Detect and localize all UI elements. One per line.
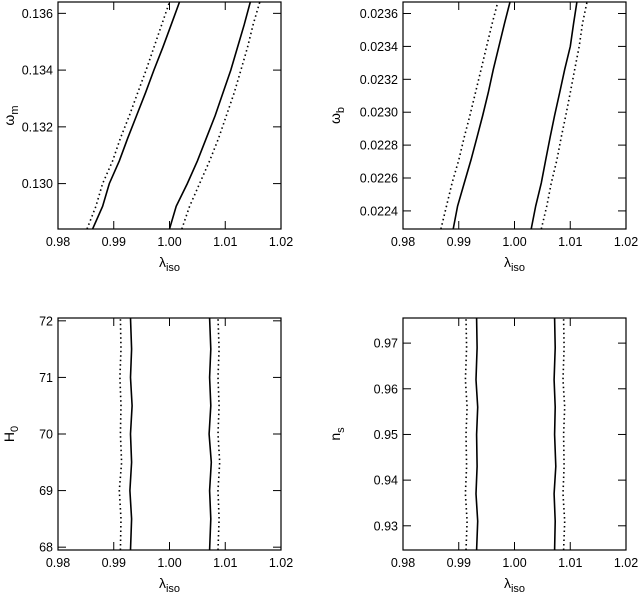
y-axis-label-base: n <box>327 433 343 441</box>
contour-solid <box>553 318 557 550</box>
y-tick-label: 0.93 <box>374 519 398 533</box>
x-axis-label-sub: iso <box>511 262 525 274</box>
y-axis-label-base: ω <box>327 113 343 124</box>
x-axis-label-sub: iso <box>511 583 525 595</box>
x-tick-label: 1.00 <box>157 556 181 570</box>
x-axis-label-sub: iso <box>166 262 180 274</box>
y-tick-label: 0.132 <box>22 120 53 134</box>
y-tick-label: 68 <box>39 541 53 555</box>
x-tick-label: 1.01 <box>213 556 237 570</box>
y-axis-label-base: H <box>1 432 17 442</box>
panel-ns: 0.98 0.99 1.00 1.01 1.02 0.93 0.94 0.95 0.96 0.97… <box>327 317 638 595</box>
panel-omega-b: 0.98 0.99 1.00 1.01 1.02 0.0224 0.0226 0.0228 0.… <box>327 1 638 274</box>
y-axis-label: ωb <box>327 107 347 124</box>
y-axis-label-sub: 0 <box>9 426 21 432</box>
y-axis-label: ns <box>327 427 347 441</box>
x-tick-label: 0.98 <box>46 235 70 249</box>
x-tick-label: 1.00 <box>502 556 526 570</box>
contour-solid <box>530 2 578 229</box>
plot-frame <box>57 1 282 230</box>
x-tick-label: 1.01 <box>558 235 582 249</box>
contour-dotted <box>440 2 499 229</box>
y-tick-label: 0.0226 <box>360 172 398 186</box>
y-axis-label: H0 <box>1 426 21 442</box>
x-tick-label: 1.00 <box>157 235 181 249</box>
y-tick-label: 69 <box>39 484 53 498</box>
y-tick-label: 0.0224 <box>360 204 398 218</box>
x-axis-label: λiso <box>159 575 180 595</box>
x-axis-label: λiso <box>504 575 525 595</box>
contour-dotted <box>540 2 588 229</box>
contour-dotted <box>217 318 221 550</box>
y-tick-label: 0.94 <box>374 474 398 488</box>
y-tick-label: 72 <box>39 314 53 328</box>
x-axis-label-base: λ <box>504 575 511 591</box>
panel-h0: 0.98 0.99 1.00 1.01 1.02 68 69 70 71 72 λiso H0 <box>1 314 293 595</box>
contour-dotted <box>562 318 566 550</box>
x-tick-label: 0.98 <box>46 556 70 570</box>
contour-solid <box>452 2 511 229</box>
contour-dotted <box>86 2 171 229</box>
x-axis-label-base: λ <box>159 575 166 591</box>
contour-solid <box>168 2 252 229</box>
y-axis-label-sub: b <box>335 107 347 113</box>
y-axis-label: ωm <box>1 105 21 125</box>
y-tick-label: 0.134 <box>22 64 53 78</box>
y-tick-label: 70 <box>39 428 53 442</box>
panel-omega-m: 0.98 0.99 1.00 1.01 1.02 0.130 0.132 0.134 0.136… <box>1 1 293 274</box>
y-axis-label-sub: m <box>9 105 21 114</box>
y-tick-label: 0.0234 <box>360 40 398 54</box>
y-tick-label: 0.96 <box>374 382 398 396</box>
plot-frame <box>402 1 627 230</box>
y-tick-label: 0.136 <box>22 7 53 21</box>
x-tick-label: 0.99 <box>447 235 471 249</box>
x-tick-label: 0.98 <box>391 556 415 570</box>
x-axis-label-base: λ <box>504 254 511 270</box>
x-axis-label-sub: iso <box>166 583 180 595</box>
y-tick-label: 0.0230 <box>360 106 398 120</box>
x-axis-label: λiso <box>504 254 525 274</box>
x-tick-label: 1.01 <box>558 556 582 570</box>
x-tick-label: 1.00 <box>502 235 526 249</box>
plot-frame <box>402 317 627 551</box>
contour-solid <box>208 318 213 550</box>
y-tick-label: 0.97 <box>374 337 398 351</box>
y-tick-label: 0.0228 <box>360 139 398 153</box>
y-tick-label: 0.0236 <box>360 7 398 21</box>
x-tick-label: 1.02 <box>614 235 638 249</box>
x-tick-label: 1.02 <box>269 235 293 249</box>
contour-dotted <box>118 318 123 550</box>
x-tick-label: 0.99 <box>102 235 126 249</box>
y-axis-label-base: ω <box>1 115 17 126</box>
x-tick-label: 1.02 <box>269 556 293 570</box>
y-tick-label: 71 <box>39 371 53 385</box>
plot-frame <box>57 317 282 551</box>
contour-solid <box>91 2 181 229</box>
y-tick-label: 0.0232 <box>360 73 398 87</box>
y-tick-label: 0.130 <box>22 177 53 191</box>
x-tick-label: 1.02 <box>614 556 638 570</box>
contour-solid <box>475 318 479 550</box>
x-tick-label: 0.98 <box>391 235 415 249</box>
y-tick-label: 0.95 <box>374 428 398 442</box>
contour-dotted <box>181 2 261 229</box>
x-tick-label: 0.99 <box>102 556 126 570</box>
contour-dotted <box>464 318 468 550</box>
x-tick-label: 0.99 <box>447 556 471 570</box>
x-axis-label: λiso <box>159 254 180 274</box>
y-axis-label-sub: s <box>335 427 347 433</box>
x-tick-label: 1.01 <box>213 235 237 249</box>
x-axis-label-base: λ <box>159 254 166 270</box>
contour-solid <box>129 318 133 550</box>
